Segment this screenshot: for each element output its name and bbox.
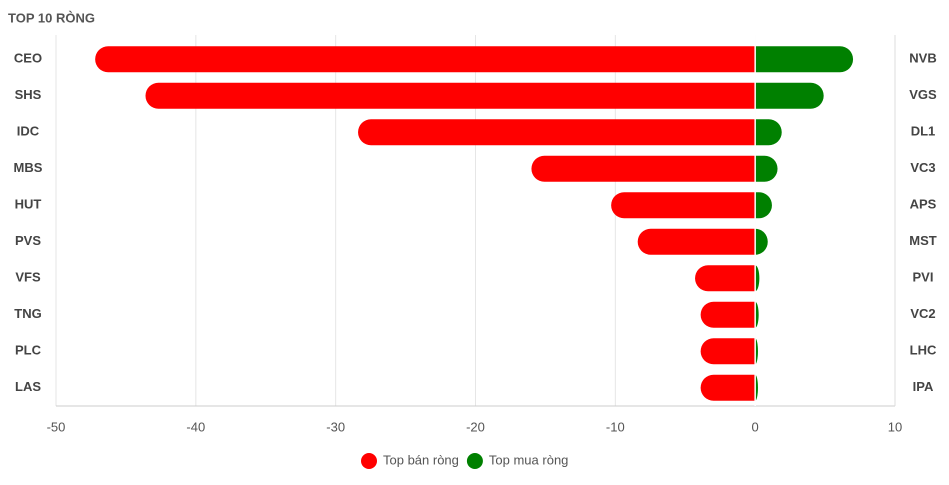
y2-tick-label: DL1 bbox=[911, 124, 936, 139]
y-tick-label: TNG bbox=[14, 306, 41, 321]
y2-tick-label: MST bbox=[909, 233, 937, 248]
y2-tick-label: IPA bbox=[913, 379, 934, 394]
legend-label: Top bán ròng bbox=[383, 452, 459, 467]
x-tick-label: -30 bbox=[326, 419, 345, 434]
y-tick-label: HUT bbox=[15, 197, 42, 212]
bar bbox=[755, 46, 854, 73]
y-tick-label: CEO bbox=[14, 51, 42, 66]
x-tick-label: -10 bbox=[606, 419, 625, 434]
y2-tick-label: LHC bbox=[910, 343, 937, 358]
bar bbox=[700, 338, 756, 365]
chart-title: TOP 10 RÒNG bbox=[8, 10, 95, 25]
legend-label: Top mua ròng bbox=[489, 452, 569, 467]
bar bbox=[531, 155, 756, 182]
bar bbox=[611, 192, 756, 219]
bar bbox=[358, 119, 756, 146]
bar bbox=[95, 46, 756, 73]
y2-tick-label: PVI bbox=[913, 270, 934, 285]
x-tick-label: 10 bbox=[888, 419, 902, 434]
x-tick-label: -50 bbox=[47, 419, 66, 434]
bar bbox=[755, 82, 824, 109]
y-tick-label: SHS bbox=[15, 87, 42, 102]
bar bbox=[755, 301, 759, 328]
bar bbox=[700, 301, 756, 328]
y2-tick-label: NVB bbox=[909, 51, 936, 66]
x-tick-label: -20 bbox=[466, 419, 485, 434]
bar bbox=[755, 228, 768, 255]
bar bbox=[637, 228, 756, 255]
x-tick-label: 0 bbox=[752, 419, 759, 434]
x-tick-label: -40 bbox=[186, 419, 205, 434]
bar bbox=[755, 119, 782, 146]
y-tick-label: VFS bbox=[15, 270, 41, 285]
y-tick-label: PLC bbox=[15, 343, 42, 358]
bar bbox=[755, 155, 778, 182]
legend-marker bbox=[466, 453, 483, 469]
bar bbox=[145, 82, 756, 109]
bar bbox=[700, 374, 756, 401]
bar bbox=[755, 192, 772, 219]
y2-tick-label: VGS bbox=[909, 87, 937, 102]
y2-tick-label: APS bbox=[910, 197, 937, 212]
y-tick-label: IDC bbox=[17, 124, 40, 139]
bar bbox=[755, 265, 760, 292]
y2-tick-label: VC2 bbox=[910, 306, 935, 321]
y-tick-label: PVS bbox=[15, 233, 41, 248]
y-tick-label: MBS bbox=[14, 160, 43, 175]
bar bbox=[695, 265, 756, 292]
y2-tick-label: VC3 bbox=[910, 160, 935, 175]
legend-marker bbox=[361, 453, 377, 469]
y-tick-label: LAS bbox=[15, 379, 41, 394]
